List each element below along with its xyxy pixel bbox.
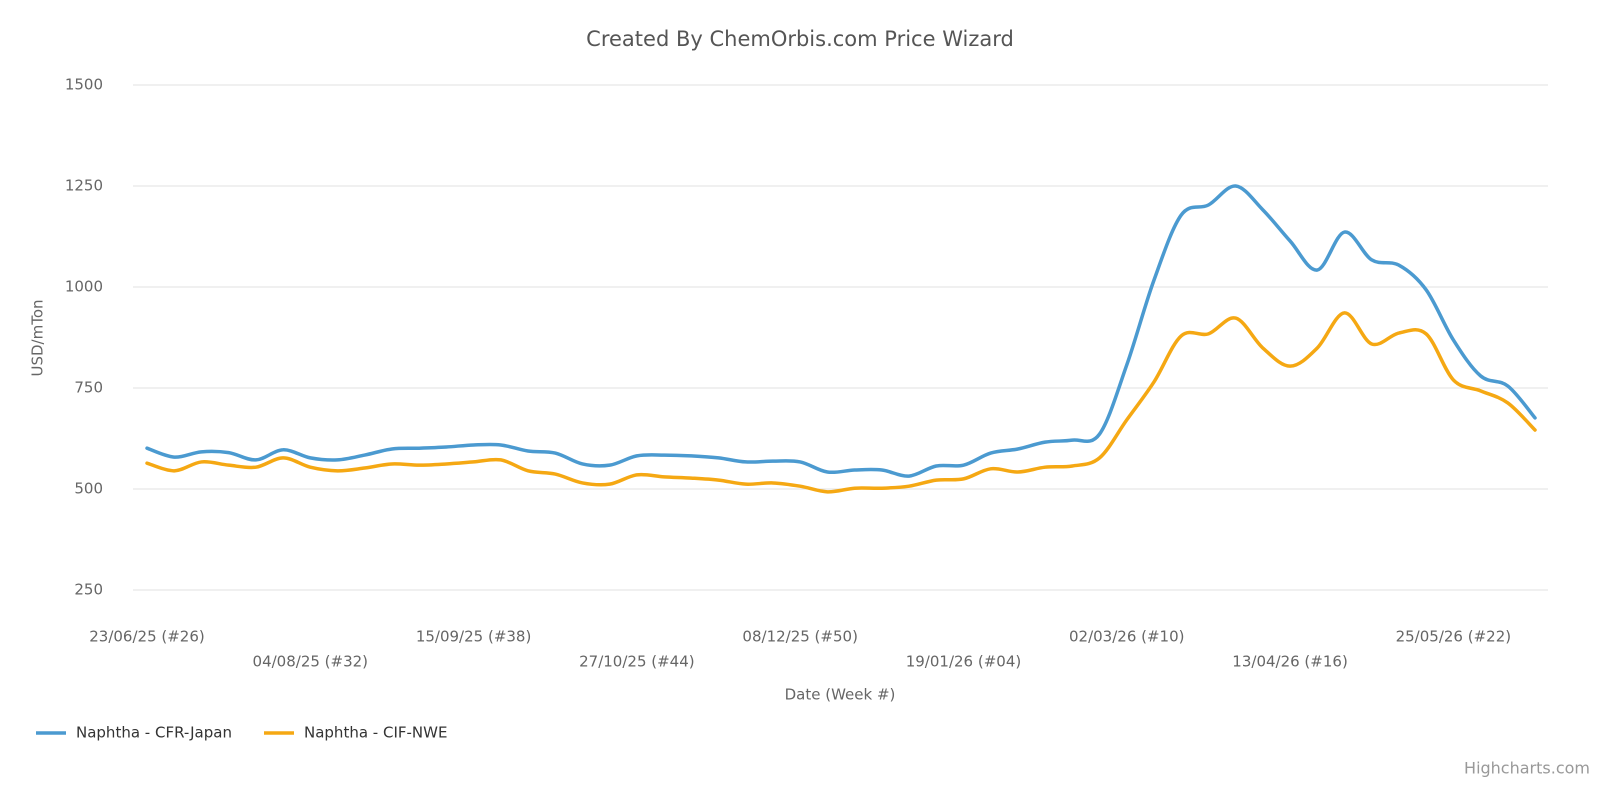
x-tick-label: 04/08/25 (#32)	[253, 653, 369, 671]
line-series	[145, 184, 1537, 478]
y-tick-label: 750	[74, 379, 103, 397]
x-tick-label: 08/12/25 (#50)	[742, 628, 858, 646]
x-tick-label: 19/01/26 (#04)	[906, 653, 1022, 671]
legend-label: Naphtha - CIF-NWE	[304, 724, 447, 742]
y-axis-title: USD/mTon	[29, 299, 47, 376]
y-tick-label: 250	[74, 581, 103, 599]
y-tick-label: 500	[74, 480, 103, 498]
y-tick-label: 1000	[65, 278, 103, 296]
x-tick-label: 15/09/25 (#38)	[416, 628, 532, 646]
y-tick-label: 1500	[65, 76, 103, 94]
chart-title: Created By ChemOrbis.com Price Wizard	[586, 27, 1014, 51]
x-axis-title: Date (Week #)	[785, 686, 896, 704]
x-tick-label: 27/10/25 (#44)	[579, 653, 695, 671]
line-series	[145, 311, 1537, 494]
y-tick-label: 1250	[65, 177, 103, 195]
credits: Highcharts.com	[1464, 759, 1590, 778]
x-tick-label: 13/04/26 (#16)	[1232, 653, 1348, 671]
legend-label: Naphtha - CFR-Japan	[76, 724, 232, 742]
x-tick-label: 02/03/26 (#10)	[1069, 628, 1185, 646]
x-tick-label: 25/05/26 (#22)	[1396, 628, 1512, 646]
x-tick-label: 23/06/25 (#26)	[89, 628, 205, 646]
